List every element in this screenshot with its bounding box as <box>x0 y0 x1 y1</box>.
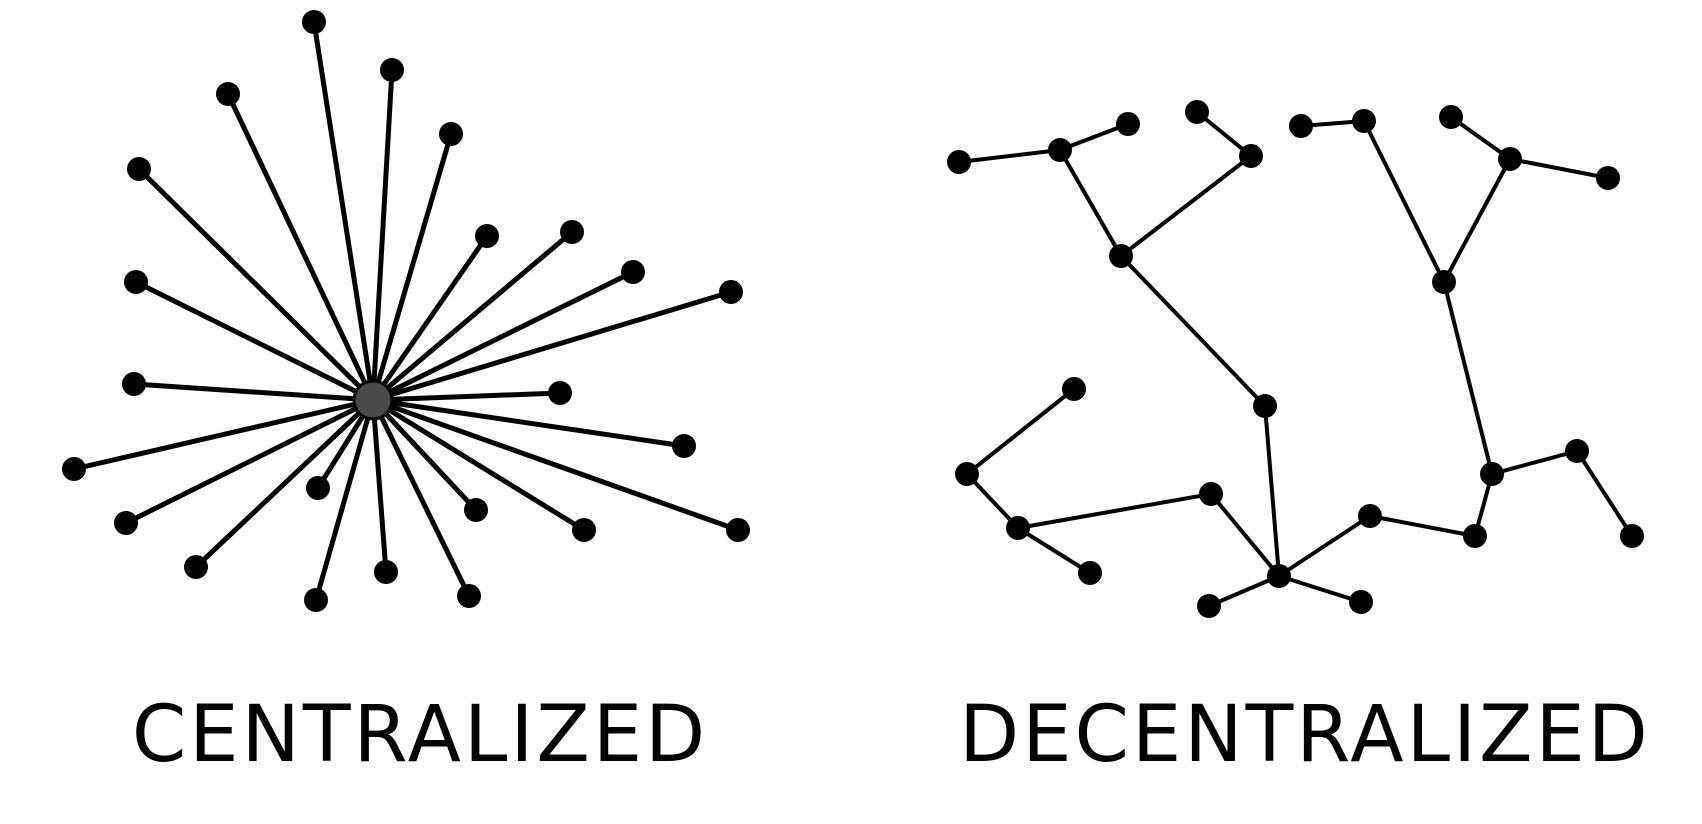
network-edge <box>1058 148 1123 258</box>
network-node <box>1596 166 1620 190</box>
peripheral-node <box>719 280 743 304</box>
spoke-edge <box>370 397 587 533</box>
network-node <box>955 462 979 486</box>
peripheral-node <box>302 10 326 34</box>
spoke-edge <box>71 397 376 472</box>
network-node <box>1062 377 1086 401</box>
decentralized-network <box>947 100 1644 618</box>
network-node <box>1197 594 1221 618</box>
centralized-caption: CENTRALIZED <box>131 690 709 780</box>
network-node <box>1006 516 1030 540</box>
network-edge <box>1442 280 1494 476</box>
network-node <box>1239 144 1263 168</box>
spoke-edge <box>131 381 376 403</box>
network-node <box>1199 482 1223 506</box>
spoke-edge <box>370 233 490 403</box>
network-edge <box>1209 492 1281 578</box>
network-edge <box>965 387 1076 476</box>
peripheral-node <box>672 434 696 458</box>
peripheral-node <box>548 381 572 405</box>
network-node <box>1185 100 1209 124</box>
spoke-edge <box>136 166 376 403</box>
peripheral-node <box>560 220 584 244</box>
spoke-edge <box>370 390 563 403</box>
spoke-edge <box>133 279 376 403</box>
decentralized-caption: DECENTRALIZED <box>959 690 1651 780</box>
spoke-edge <box>370 397 389 575</box>
network-edge <box>965 472 1020 530</box>
network-edge <box>1016 526 1092 575</box>
spoke-edge <box>370 67 395 403</box>
peripheral-node <box>572 518 596 542</box>
peripheral-node <box>621 260 645 284</box>
network-edge <box>1119 154 1253 258</box>
spoke-edge <box>370 289 734 403</box>
peripheral-node <box>475 224 499 248</box>
network-node <box>1439 105 1463 129</box>
spoke-edge <box>123 397 376 526</box>
network-node <box>1116 112 1140 136</box>
network-node <box>1253 394 1277 418</box>
peripheral-node <box>726 518 750 542</box>
peripheral-node <box>216 82 240 106</box>
network-node <box>1620 524 1644 548</box>
peripheral-node <box>380 58 404 82</box>
network-node <box>1109 244 1133 268</box>
spoke-edge <box>370 131 454 403</box>
spoke-edge <box>193 397 376 570</box>
spoke-edge <box>370 397 479 513</box>
centralized-network <box>62 10 750 612</box>
spoke-edge <box>370 229 575 403</box>
network-edge <box>1058 122 1130 152</box>
peripheral-node <box>114 511 138 535</box>
network-edge <box>1490 449 1579 476</box>
peripheral-node <box>374 560 398 584</box>
peripheral-node <box>184 555 208 579</box>
peripheral-node <box>464 498 488 522</box>
network-node <box>1432 270 1456 294</box>
network-node <box>1349 590 1373 614</box>
peripheral-node <box>306 476 330 500</box>
network-edge <box>1277 574 1363 604</box>
network-edge <box>1362 119 1446 284</box>
network-edge <box>1016 492 1213 530</box>
network-node <box>1078 561 1102 585</box>
network-node <box>947 150 971 174</box>
spoke-edge <box>225 91 376 403</box>
network-node <box>1358 504 1382 528</box>
network-edge <box>1207 574 1281 608</box>
peripheral-node <box>304 588 328 612</box>
spoke-edge <box>313 397 376 603</box>
network-node <box>1463 524 1487 548</box>
network-node <box>1480 462 1504 486</box>
spoke-edge <box>370 397 687 449</box>
network-node <box>1048 138 1072 162</box>
network-edge <box>1119 254 1267 408</box>
network-edge <box>957 148 1062 164</box>
spoke-edge <box>370 397 741 533</box>
network-edge <box>1442 157 1512 284</box>
peripheral-node <box>62 457 86 481</box>
network-node <box>1352 109 1376 133</box>
peripheral-node <box>439 122 463 146</box>
network-node <box>1498 147 1522 171</box>
network-edge <box>1575 449 1634 538</box>
spoke-edge <box>370 269 636 403</box>
peripheral-node <box>124 270 148 294</box>
peripheral-node <box>122 372 146 396</box>
hub-node <box>352 379 394 421</box>
network-node <box>1267 564 1291 588</box>
spoke-edge <box>311 19 376 403</box>
network-edge <box>1263 404 1281 578</box>
network-edge <box>1277 514 1372 578</box>
network-edge <box>1508 157 1610 180</box>
peripheral-node <box>457 584 481 608</box>
network-edge <box>1449 115 1512 161</box>
network-node <box>1565 439 1589 463</box>
peripheral-node <box>127 157 151 181</box>
network-node <box>1289 114 1313 138</box>
network-edge <box>1368 514 1477 538</box>
spoke-edge <box>370 397 472 599</box>
